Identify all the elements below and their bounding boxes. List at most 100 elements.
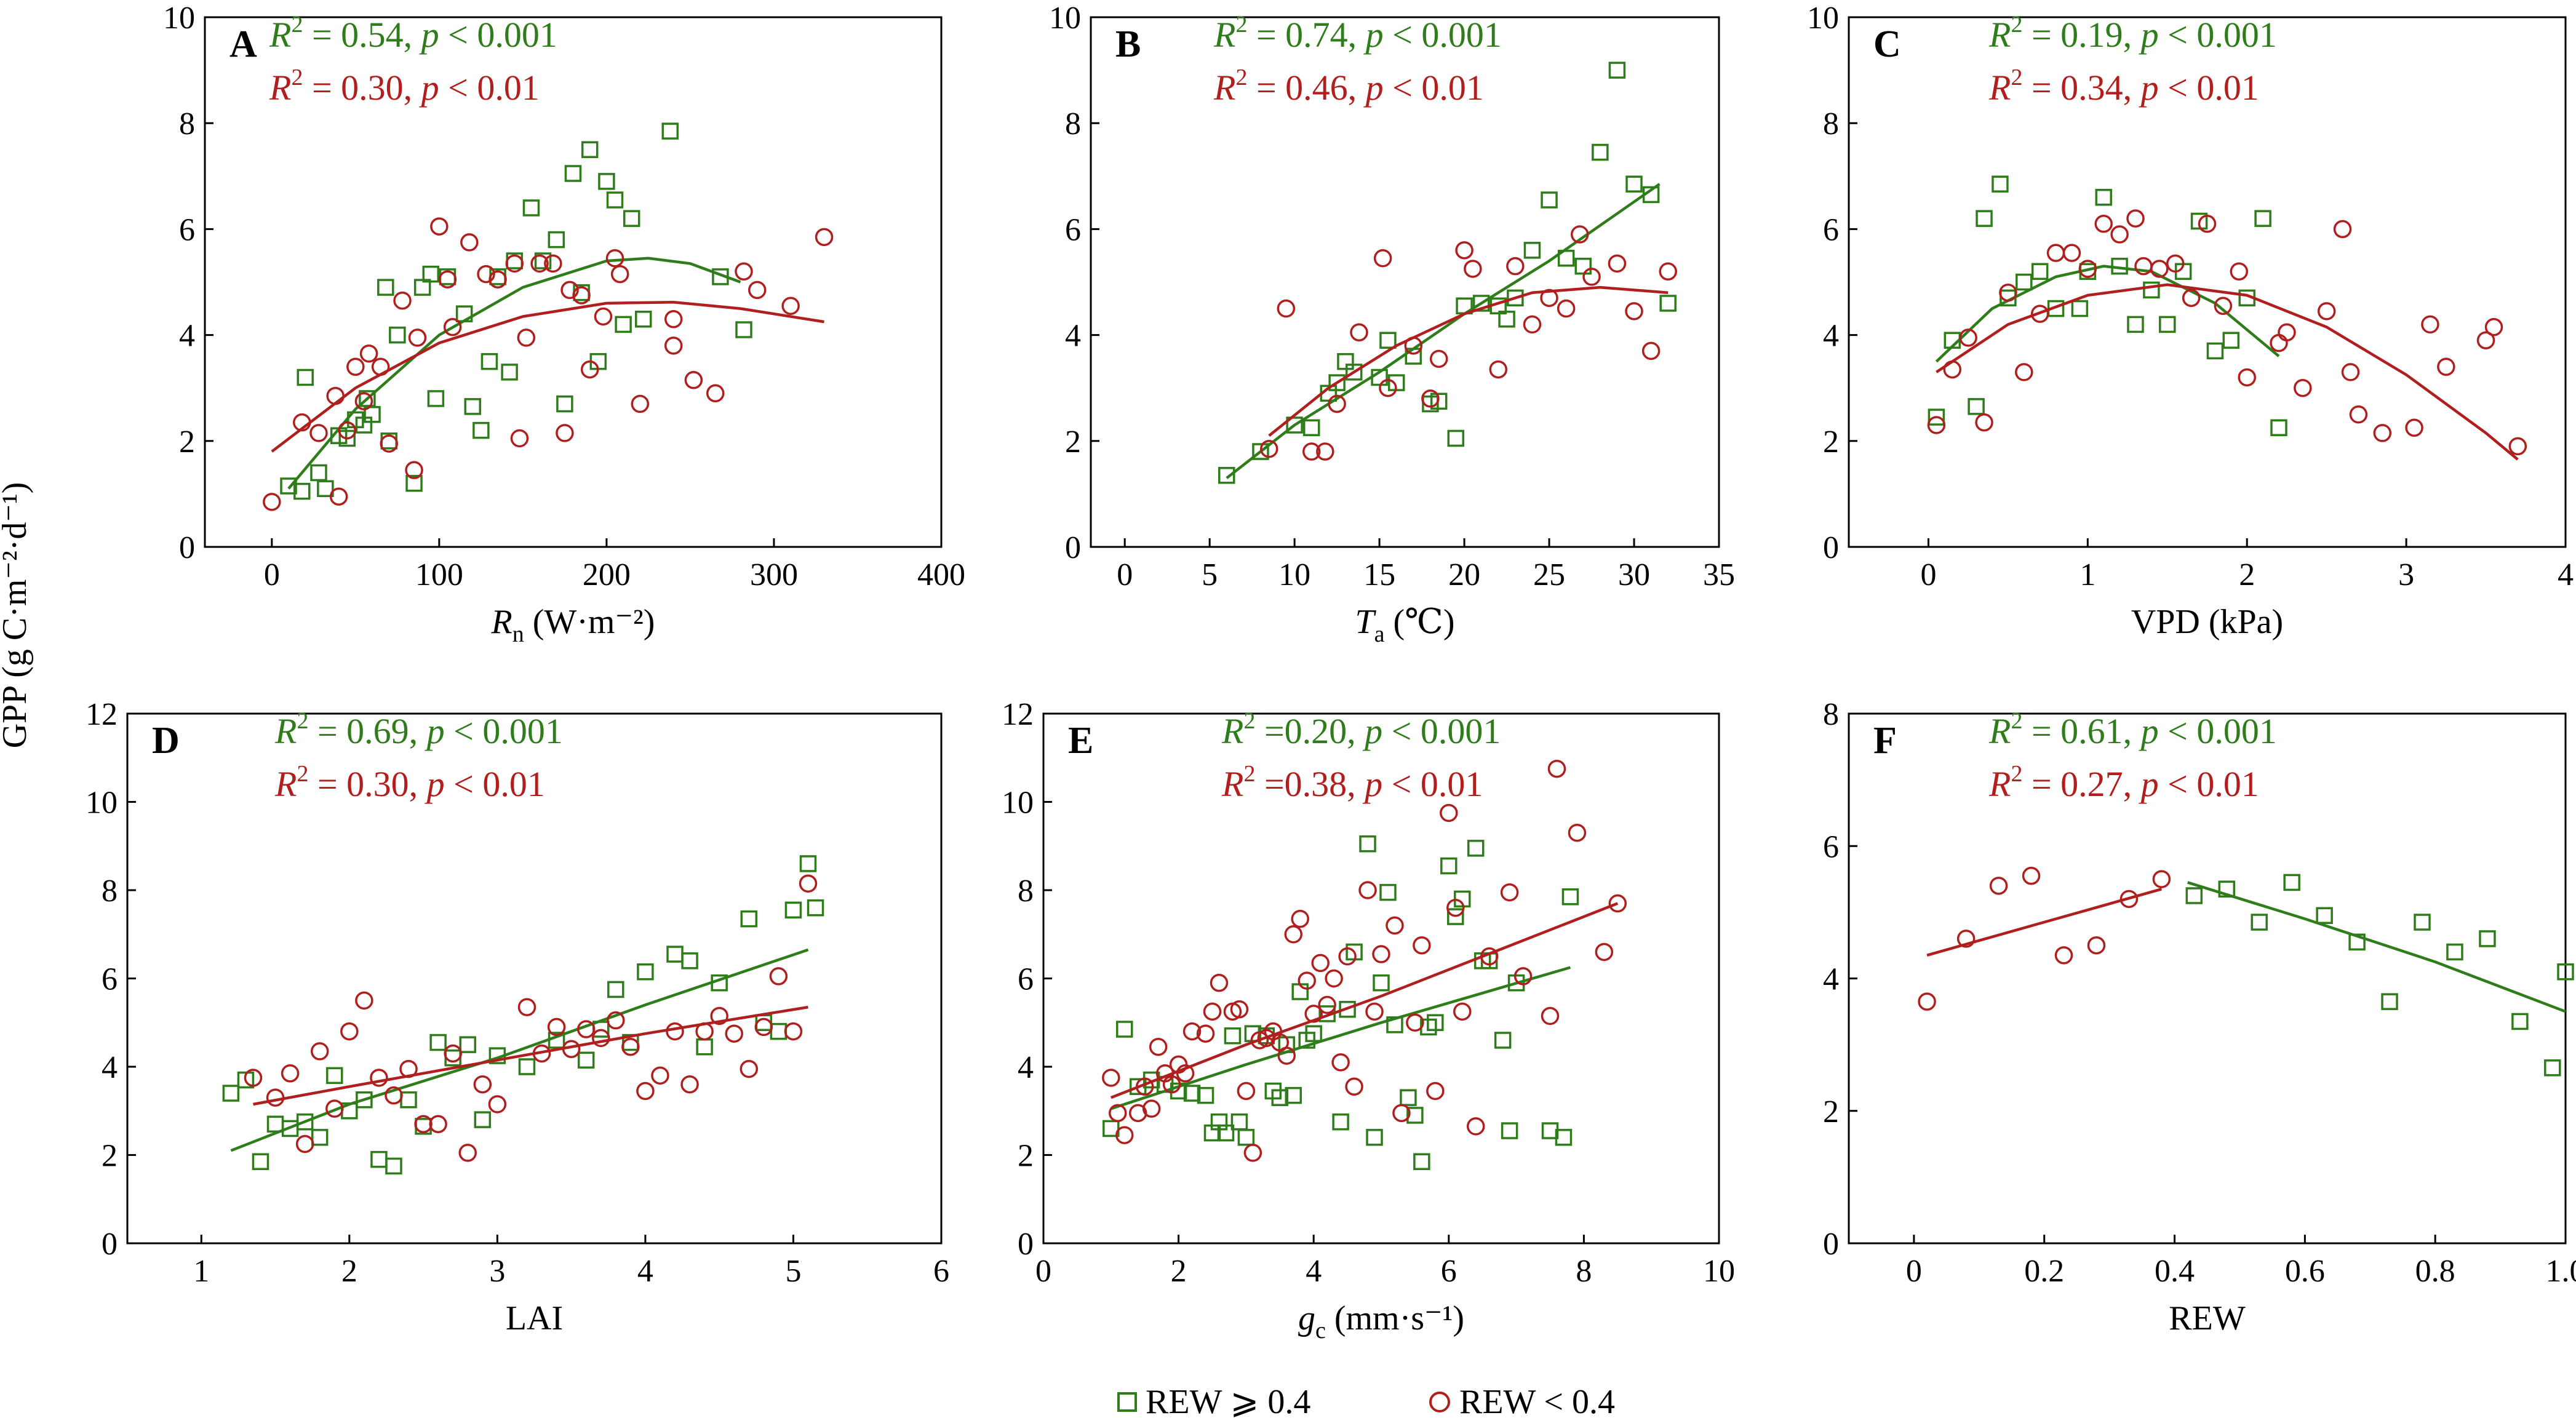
data-point-square [385, 1157, 402, 1175]
data-point-square [2254, 210, 2271, 227]
data-point-circle [263, 493, 281, 511]
data-point-circle [281, 1064, 300, 1083]
data-point-square [405, 474, 423, 492]
data-point-circle [1429, 349, 1448, 368]
data-point-square [2544, 1059, 2561, 1077]
data-point-circle [2198, 215, 2217, 233]
data-point-circle [266, 1088, 285, 1107]
data-point-square [1170, 1082, 1187, 1100]
data-point-circle [2238, 368, 2256, 387]
y-tick-label: 2 [1823, 1094, 1839, 1129]
data-point-circle [340, 1022, 359, 1041]
data-point-square [556, 395, 573, 413]
data-point-circle [1956, 930, 1976, 948]
legend: REW ⩾ 0.4 REW < 0.4 [1117, 1383, 1615, 1418]
y-tick-label: 4 [1823, 319, 1839, 354]
x-tick-label: 4 [637, 1254, 653, 1289]
data-point-circle [695, 1022, 714, 1041]
data-point-square [464, 398, 482, 415]
data-point-circle [1386, 916, 1404, 935]
data-point-circle [1540, 289, 1558, 308]
data-point-square [2270, 419, 2287, 437]
fit-line-green [2187, 881, 2566, 1013]
data-point-square [359, 390, 376, 407]
panel-label: E [1068, 720, 1093, 762]
data-point-circle [473, 1075, 492, 1094]
y-tick-label: 10 [1049, 1, 1081, 36]
data-point-square [2031, 263, 2049, 281]
data-point-circle [2078, 260, 2097, 278]
data-point-circle [429, 1115, 447, 1134]
y-tick-label: 12 [1002, 697, 1034, 732]
y-tick-label: 2 [1823, 424, 1839, 460]
data-point-square [2511, 1013, 2529, 1030]
data-point-circle [684, 371, 703, 389]
data-point-circle [2317, 302, 2336, 321]
data-point-circle [2373, 424, 2392, 442]
y-tick-label: 12 [86, 697, 118, 732]
data-point-circle [1325, 969, 1343, 988]
data-point-square [534, 252, 552, 269]
x-tick-label: 200 [583, 557, 631, 592]
data-point-square [799, 855, 817, 872]
data-point-circle [562, 1040, 581, 1059]
data-point-square [1440, 857, 1457, 875]
data-point-circle [1318, 995, 1336, 1014]
y-tick-label: 2 [1065, 424, 1081, 460]
data-point-square [1224, 1027, 1242, 1045]
data-point-circle [1345, 1077, 1363, 1096]
y-tick-label: 6 [1065, 212, 1081, 247]
x-tick-label: 6 [933, 1254, 949, 1289]
data-point-circle [1230, 1000, 1249, 1019]
data-point-circle [2476, 331, 2495, 349]
x-tick-label: 8 [1576, 1254, 1592, 1289]
data-point-circle [1557, 299, 1576, 318]
data-point-circle [2015, 363, 2033, 381]
data-point-square [1373, 974, 1390, 992]
data-point-circle [1500, 883, 1519, 902]
data-point-circle [1404, 337, 1423, 355]
x-axis-label: LAI [506, 1299, 563, 1337]
data-point-square [364, 406, 381, 423]
data-point-square [266, 1115, 284, 1133]
data-point-square [1625, 175, 1643, 193]
data-point-square [2095, 188, 2112, 206]
data-point-circle [754, 1018, 773, 1037]
data-point-circle [2126, 209, 2145, 228]
data-point-square [1400, 1089, 1417, 1106]
panel-label: A [229, 23, 257, 65]
x-tick-label: 30 [1618, 557, 1650, 592]
stat-line-green: R2 = 0.19, p < 0.001 [1988, 12, 2277, 55]
data-point-circle [621, 1037, 640, 1056]
y-tick-label: 0 [1018, 1227, 1034, 1262]
y-tick-label: 6 [1018, 962, 1034, 997]
data-point-circle [2230, 262, 2249, 281]
data-point-circle [1943, 360, 1962, 379]
data-point-circle [1421, 389, 1440, 408]
data-point-circle [769, 967, 788, 986]
data-point-circle [2294, 378, 2312, 397]
data-point-circle [370, 1069, 388, 1087]
data-point-circle [1237, 1081, 1256, 1101]
data-point-circle [399, 1059, 418, 1078]
data-point-circle [354, 392, 373, 410]
fit-line-red [271, 300, 824, 453]
data-point-square [2127, 316, 2144, 333]
data-point-square [1494, 1032, 1512, 1049]
data-point-circle [1568, 823, 1587, 842]
data-point-circle [1304, 1005, 1323, 1023]
data-point-circle [1109, 1104, 1127, 1123]
data-point-circle [346, 357, 365, 376]
data-point-circle [405, 461, 423, 479]
data-point-circle [1259, 439, 1278, 458]
x-axis-label: VPD (kPa) [2131, 603, 2283, 641]
data-point-circle [380, 434, 398, 453]
data-point-square [429, 1034, 447, 1051]
data-point-circle [547, 1018, 566, 1037]
fit-line-green [230, 948, 809, 1152]
panel-label: D [152, 720, 180, 762]
data-point-circle [2087, 936, 2106, 955]
data-point-circle [664, 310, 683, 329]
data-point-circle [1975, 413, 1993, 432]
data-point-circle [293, 413, 311, 432]
